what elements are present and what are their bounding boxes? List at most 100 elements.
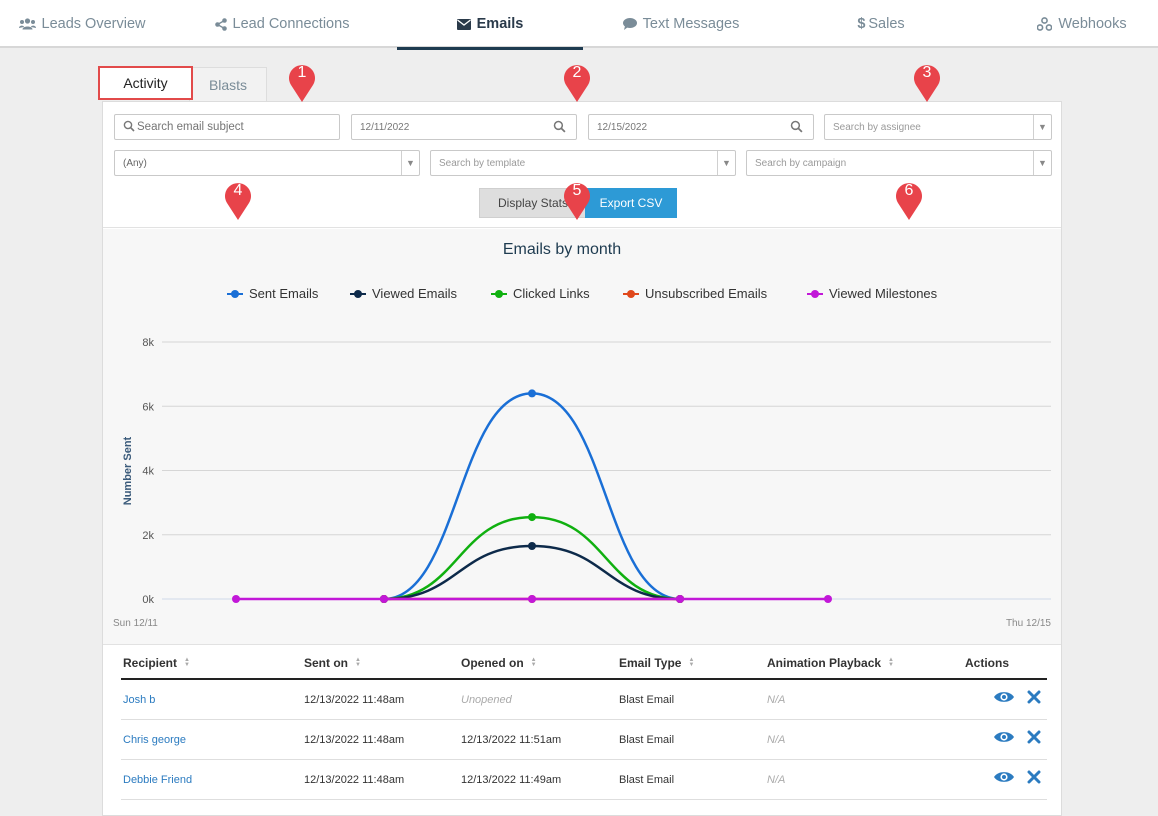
eye-icon[interactable] [993, 730, 1015, 749]
nav-lead-connections[interactable]: Lead Connections [214, 0, 350, 48]
y-axis-label: Number Sent [122, 436, 134, 505]
annotation-marker-number: 5 [572, 182, 582, 199]
tab-activity[interactable]: Activity [98, 66, 193, 100]
delete-icon[interactable] [1027, 690, 1041, 709]
comment-icon [622, 18, 637, 30]
chevron-down-icon[interactable]: ▼ [717, 151, 735, 175]
playback-cell: N/A [767, 774, 786, 786]
data-point [528, 595, 536, 603]
legend-entry: Clicked Links [513, 286, 590, 301]
subject-search-input[interactable] [137, 121, 339, 133]
nav-webhooks[interactable]: Webhooks [1035, 0, 1129, 48]
legend-marker [627, 290, 635, 298]
subject-search-field[interactable] [114, 114, 340, 140]
nav-label: Webhooks [1058, 16, 1127, 32]
users-icon [18, 18, 36, 30]
legend-marker [495, 290, 503, 298]
sort-icon: ▲ ▼ [355, 657, 361, 668]
header-label: Sent on [304, 656, 348, 670]
annotation-marker: 6 [894, 179, 924, 221]
sent-on-cell: 12/13/2022 11:48am [304, 694, 405, 706]
playback-cell: N/A [767, 694, 786, 706]
data-point [528, 389, 536, 398]
legend-entry: Unsubscribed Emails [645, 286, 768, 301]
header-sent-on[interactable]: Sent on ▲ ▼ [304, 656, 361, 670]
search-icon[interactable] [790, 120, 803, 136]
annotation-marker-number: 1 [297, 64, 307, 81]
nav-label: Sales [868, 16, 905, 32]
email-type-select[interactable]: (Any) ▼ [114, 150, 420, 176]
email-type-value: (Any) [123, 157, 147, 169]
delete-icon[interactable] [1027, 730, 1041, 749]
legend-marker [354, 290, 362, 298]
sent-on-cell: 12/13/2022 11:48am [304, 734, 405, 746]
nav-label: Text Messages [642, 16, 740, 32]
data-point [824, 595, 832, 603]
legend-entry: Sent Emails [249, 286, 319, 301]
date-to-value: 12/15/2022 [597, 121, 648, 133]
recipient-link[interactable]: Chris george [123, 734, 186, 746]
nav-text-messages[interactable]: Text Messages [622, 0, 740, 48]
sort-icon: ▲ ▼ [530, 657, 537, 668]
nav-emails[interactable]: Emails [397, 0, 583, 48]
opened-on-cell: 12/13/2022 11:51am [461, 734, 562, 746]
emails-panel: 12/11/2022 12/15/2022 Search by assignee… [102, 101, 1062, 816]
template-select[interactable]: Search by template ▼ [430, 150, 736, 176]
email-type-cell: Blast Email [619, 774, 675, 786]
data-point [676, 595, 684, 603]
header-animation-playback[interactable]: Animation Playback ▲ ▼ [767, 656, 894, 670]
delete-icon[interactable] [1027, 770, 1041, 789]
recipient-link[interactable]: Debbie Friend [123, 774, 193, 786]
search-icon[interactable] [553, 120, 566, 136]
date-from-field[interactable]: 12/11/2022 [351, 114, 577, 140]
campaign-select[interactable]: Search by campaign ▼ [746, 150, 1052, 176]
dollar-icon: $ [857, 16, 866, 32]
header-label: Opened on [461, 656, 524, 670]
recipient-link[interactable]: Josh b [123, 694, 156, 706]
data-point [528, 513, 536, 522]
chevron-down-icon[interactable]: ▼ [401, 151, 419, 175]
table-header: Recipient ▲ ▼ Sent on ▲ ▼ Opened on ▲ ▼ Email … [121, 645, 1047, 680]
annotation-marker-number: 2 [572, 64, 582, 81]
template-placeholder: Search by template [439, 157, 526, 169]
date-to-field[interactable]: 12/15/2022 [588, 114, 814, 140]
assignee-select[interactable]: Search by assignee ▼ [824, 114, 1052, 140]
nav-label: Emails [476, 16, 524, 32]
tab-blasts[interactable]: Blasts [189, 67, 267, 102]
legend-marker [811, 290, 819, 298]
header-recipient[interactable]: Recipient ▲ ▼ [123, 656, 190, 670]
annotation-marker-number: 6 [904, 182, 914, 199]
emails-by-month-chart: Emails by month Sent Emails Viewed Emails C… [113, 241, 1051, 629]
chevron-down-icon[interactable]: ▼ [1033, 115, 1051, 139]
sort-icon: ▲ ▼ [688, 657, 695, 668]
legend-entry: Viewed Emails [372, 286, 458, 301]
series-line [383, 515, 681, 601]
table-row: Chris george 12/13/2022 11:48am 12/13/20… [121, 720, 1047, 760]
x-tick-label: Sun 12/11 [113, 618, 158, 629]
filter-bar: 12/11/2022 12/15/2022 Search by assignee… [103, 102, 1061, 228]
y-tick-label: 4k [142, 466, 154, 478]
header-opened-on[interactable]: Opened on ▲ ▼ [461, 656, 537, 670]
email-type-cell: Blast Email [619, 734, 675, 746]
chevron-down-icon[interactable]: ▼ [1033, 151, 1051, 175]
legend-entry: Viewed Milestones [829, 286, 938, 301]
header-label: Email Type [619, 656, 682, 670]
sent-on-cell: 12/13/2022 11:48am [304, 774, 405, 786]
header-label: Actions [965, 656, 1010, 670]
nav-leads-overview[interactable]: Leads Overview [18, 0, 146, 48]
table-row: Debbie Friend 12/13/2022 11:48am 12/13/2… [121, 760, 1047, 800]
nav-sales[interactable]: $ Sales [853, 0, 909, 48]
eye-icon[interactable] [993, 770, 1015, 789]
y-tick-label: 2k [142, 530, 154, 542]
annotation-marker: 2 [562, 61, 592, 103]
header-label: Animation Playback [767, 656, 882, 670]
header-email-type[interactable]: Email Type ▲ ▼ [619, 656, 694, 670]
annotation-marker: 5 [562, 179, 592, 221]
eye-icon[interactable] [993, 690, 1015, 709]
playback-cell: N/A [767, 734, 786, 746]
y-tick-label: 0k [142, 594, 154, 606]
annotation-marker: 3 [912, 61, 942, 103]
opened-on-cell: Unopened [461, 694, 512, 706]
opened-on-cell: 12/13/2022 11:49am [461, 774, 562, 786]
export-csv-button[interactable]: Export CSV [585, 188, 677, 218]
